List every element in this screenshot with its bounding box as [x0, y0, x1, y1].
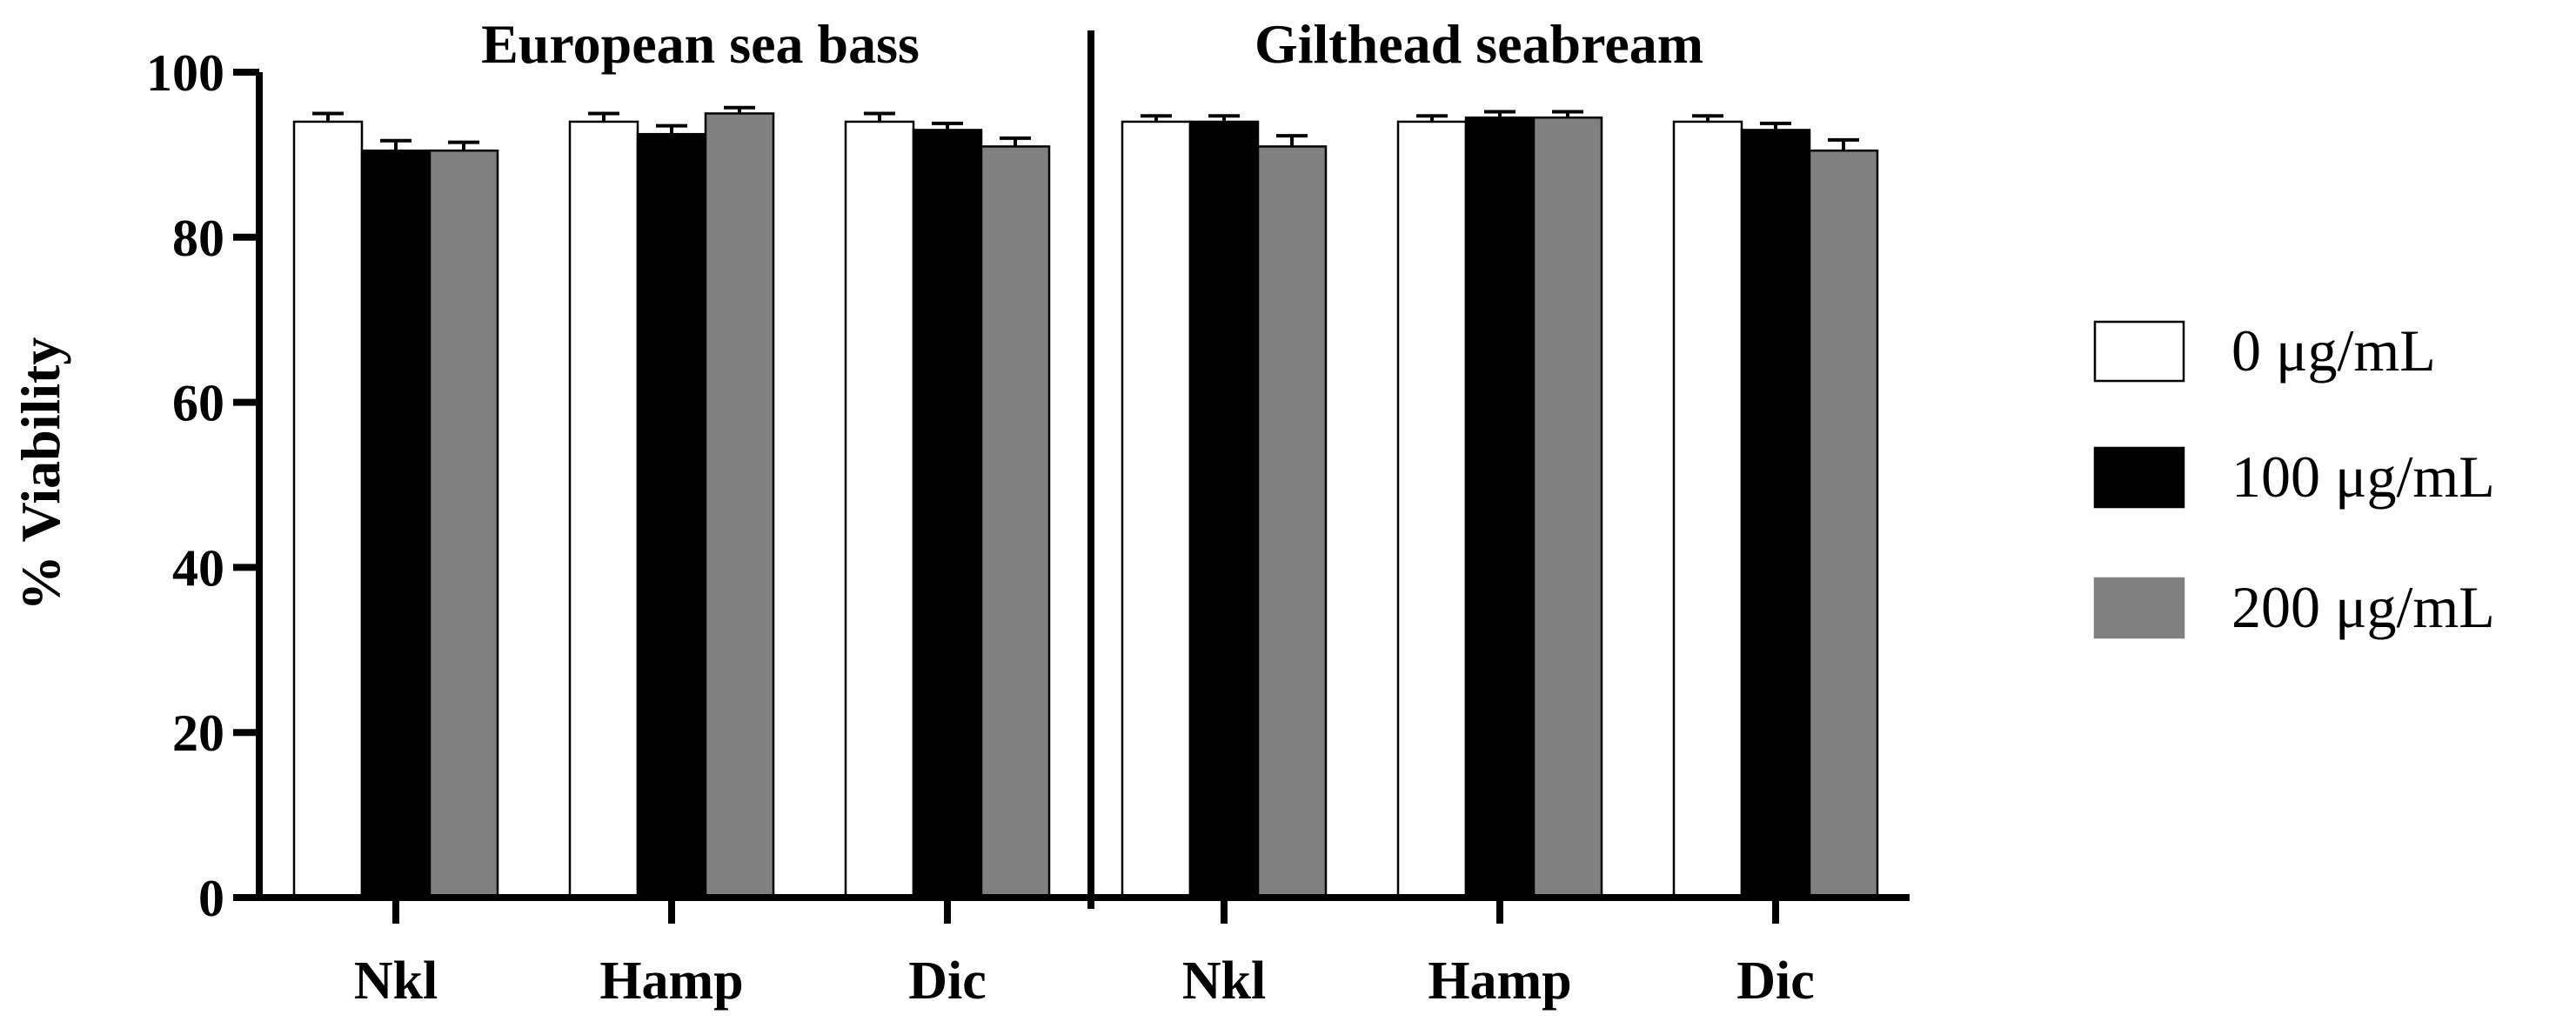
- panel-title: European sea bass: [481, 13, 920, 75]
- x-tick-label: Dic: [1736, 951, 1815, 1011]
- bar-0-0-1: [360, 149, 432, 899]
- axes-layer: [233, 30, 1910, 924]
- bar-0-0-0: [292, 120, 364, 899]
- labels-layer: Nkl Hamp Dic European sea bass Nkl Hamp Dic Gil…: [146, 13, 1815, 1011]
- legend-label: 200 μg/mL: [2231, 574, 2495, 640]
- x-tick-label: Dic: [908, 951, 987, 1011]
- x-tick-label: Hamp: [599, 951, 743, 1011]
- bar-1-0-1: [1188, 120, 1260, 899]
- bar-1-2-2: [1808, 149, 1879, 899]
- y-axis-label: % Viability: [10, 337, 71, 611]
- y-tick-label: 100: [146, 44, 224, 102]
- legend-swatch: [2093, 446, 2185, 509]
- bar-1-1-0: [1396, 120, 1468, 899]
- legend-swatch: [2093, 320, 2185, 383]
- bar-1-2-1: [1740, 129, 1811, 899]
- x-tick-label: Nkl: [1182, 951, 1266, 1011]
- bar-1-1-1: [1464, 116, 1536, 899]
- bar-0-2-0: [844, 120, 915, 899]
- bar-0-1-0: [568, 120, 639, 899]
- bar-1-2-0: [1672, 120, 1743, 899]
- legend-label: 100 μg/mL: [2231, 444, 2495, 510]
- error-bars-layer: [312, 105, 1859, 151]
- bar-0-0-2: [428, 149, 499, 899]
- legend-swatch: [2093, 577, 2185, 639]
- y-tick-label: 20: [172, 704, 224, 762]
- bar-1-1-2: [1532, 116, 1603, 899]
- legend-label: 0 μg/mL: [2231, 317, 2436, 384]
- legend: 0 μg/mL 100 μg/mL 200 μg/mL: [2093, 317, 2495, 640]
- y-tick-label: 40: [172, 539, 224, 597]
- x-tick-label: Nkl: [354, 951, 438, 1011]
- bars-layer: [292, 112, 1879, 899]
- bar-0-2-1: [912, 129, 983, 899]
- y-tick-label: 80: [172, 210, 224, 267]
- bar-0-1-1: [636, 132, 707, 899]
- bar-1-0-0: [1121, 120, 1192, 899]
- y-tick-label: 0: [198, 870, 224, 927]
- panel-title: Gilthead seabream: [1255, 13, 1703, 75]
- x-tick-label: Hamp: [1428, 951, 1571, 1011]
- bar-1-0-2: [1256, 145, 1328, 899]
- bar-0-1-2: [704, 112, 775, 899]
- bar-0-2-2: [980, 145, 1051, 899]
- y-tick-label: 60: [172, 375, 224, 432]
